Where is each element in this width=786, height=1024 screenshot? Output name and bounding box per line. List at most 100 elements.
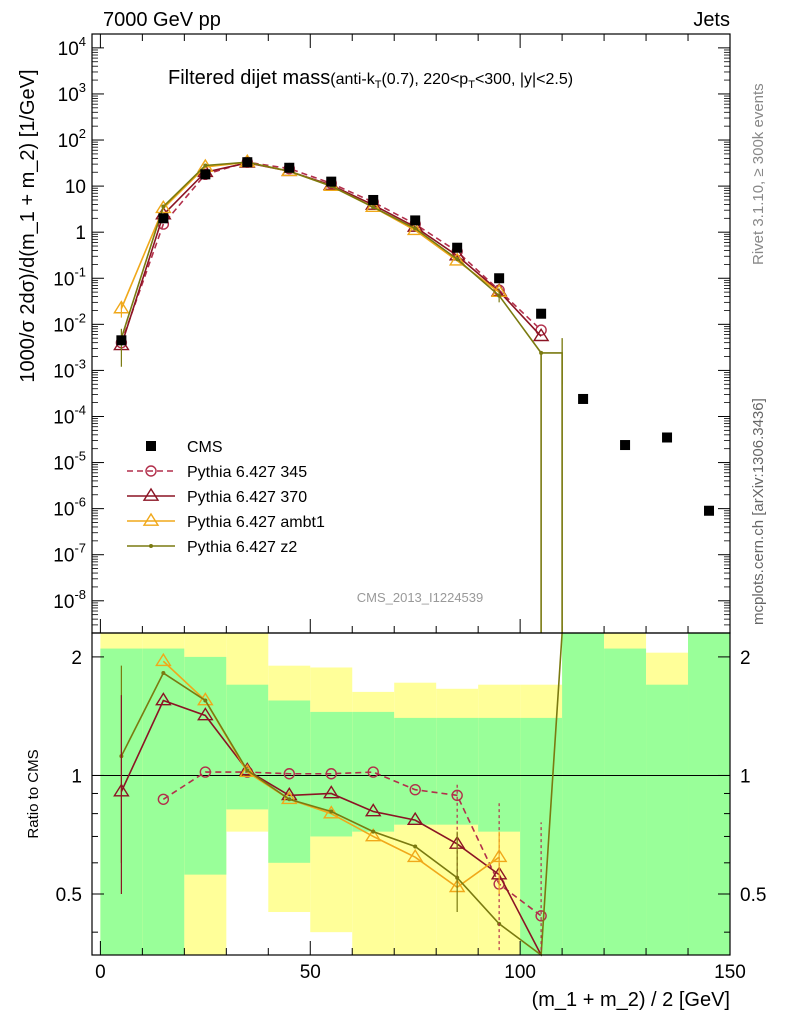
- series-marker: [281, 790, 298, 805]
- cms-data-point: [662, 432, 673, 443]
- series-marker: [371, 829, 376, 834]
- series-marker: [203, 163, 208, 168]
- cms-data-point: [452, 242, 463, 253]
- mcplots-label: mcplots.cern.ch [arXiv:1306.3436]: [750, 398, 767, 625]
- series-marker: [239, 763, 256, 777]
- legend: CMS Pythia 6.427 345 Pythia 6.427 370 Pythi…: [127, 439, 325, 556]
- series-marker: [364, 828, 382, 842]
- series-marker: [448, 252, 466, 266]
- y-tick-exponent: -1: [74, 264, 86, 279]
- series-marker: [322, 805, 340, 819]
- y-tick-exponent: 2: [79, 126, 86, 141]
- y-tick-base: 10: [53, 592, 74, 613]
- series-marker: [199, 766, 212, 778]
- y-tick-label: 10-8: [53, 587, 86, 613]
- series-marker: [161, 671, 166, 676]
- series-3: [119, 160, 563, 957]
- series-marker: [197, 707, 214, 721]
- series-marker: [325, 768, 337, 780]
- cms-data-point: [578, 393, 589, 404]
- series-marker: [535, 910, 547, 922]
- cms-data-point: [326, 176, 337, 187]
- series-marker: [329, 809, 334, 814]
- title-sub-part: T: [375, 79, 382, 91]
- y-tick-label: 10-3: [53, 356, 86, 382]
- ratio-tick-label-right: 0.5: [740, 885, 766, 906]
- x-tick-label: 50: [300, 962, 321, 983]
- cms-data-point: [368, 194, 379, 205]
- uncertainty-bands: [100, 633, 730, 955]
- cms-data-point: [620, 440, 631, 451]
- y-axis-label: 1000/σ 2dσ)/d(m_1 + m_2) [1/GeV]: [17, 69, 39, 382]
- y-tick-label: 10-2: [53, 310, 86, 336]
- process-label: Jets: [693, 9, 730, 31]
- chart-title: Filtered dijet mass(anti-kT(0.7), 220<pT…: [168, 67, 573, 91]
- series-marker: [142, 512, 160, 526]
- series-marker: [413, 844, 418, 849]
- series-marker: [539, 350, 544, 355]
- series-marker: [157, 793, 170, 805]
- series-line-main: [120, 161, 500, 309]
- rivet-label: Rivet 3.1.10, ≥ 300k events: [750, 83, 767, 265]
- y-tick-exponent: -2: [74, 310, 86, 325]
- series-marker: [203, 698, 208, 703]
- title-sub-part: (0.7), 220<p: [381, 71, 468, 88]
- legend-marker-cms: [146, 441, 156, 451]
- series-marker: [155, 652, 172, 667]
- ratio-panel-frame: [91, 632, 731, 956]
- ratio-tick-label: 1: [71, 766, 82, 787]
- cms-data-point: [494, 273, 505, 284]
- title-sub-part: <300, |y|<2.5): [475, 71, 573, 88]
- chart-title-main: Filtered dijet mass: [168, 67, 330, 89]
- x-axis-label: (m_1 + m_2) / 2 [GeV]: [532, 989, 730, 1011]
- series-marker: [406, 811, 424, 826]
- ratio-tick-label: 2: [71, 648, 82, 669]
- y-tick-base: 10: [53, 315, 74, 336]
- cms-data-point: [536, 308, 547, 319]
- legend-label: CMS: [187, 439, 223, 456]
- y-tick-exponent: -3: [74, 356, 86, 371]
- y-tick-exponent: -8: [74, 587, 86, 602]
- y-tick-exponent: -5: [74, 449, 86, 464]
- cms-data-point: [410, 215, 421, 226]
- series-marker: [455, 257, 460, 262]
- x-tick-label: 100: [504, 962, 536, 983]
- analysis-watermark: CMS_2013_I1224539: [357, 590, 484, 605]
- y-tick-exponent: -6: [74, 495, 86, 510]
- y-tick-base: 10: [58, 39, 79, 60]
- series-marker: [245, 768, 250, 773]
- series-marker: [532, 327, 550, 342]
- y-tick-label: 10-6: [53, 495, 86, 521]
- cms-data-point: [242, 157, 253, 168]
- band-green: [352, 711, 395, 832]
- x-tick-label: 0: [95, 962, 106, 983]
- y-tick-exponent: -7: [74, 541, 86, 556]
- series-marker: [155, 692, 172, 706]
- legend-label: Pythia 6.427 370: [187, 489, 307, 506]
- band-green: [604, 648, 647, 955]
- series-marker: [161, 204, 166, 209]
- y-tick-base: 10: [53, 407, 74, 428]
- title-sub-part: T: [468, 79, 475, 91]
- beam-label: 7000 GeV pp: [103, 9, 221, 31]
- series-marker: [149, 544, 153, 548]
- y-tick-label: 10-7: [53, 541, 86, 567]
- y-tick-label: 103: [58, 80, 86, 106]
- y-tick-label: 102: [58, 126, 86, 152]
- ratio-tick-label-right: 2: [740, 648, 751, 669]
- y-tick-exponent: -4: [74, 402, 86, 417]
- band-green: [478, 717, 521, 832]
- ratio-tick-label-right: 1: [740, 766, 751, 787]
- y-tick-base: 10: [58, 85, 79, 106]
- band-green: [436, 717, 479, 825]
- axes: 10-810-710-610-510-410-310-210-111010210…: [53, 33, 766, 983]
- band-green: [562, 633, 605, 955]
- cms-data: [116, 157, 715, 516]
- title-sub-part: (anti-k: [330, 71, 375, 88]
- series-marker: [322, 785, 340, 799]
- y-tick-label: 10-5: [53, 449, 86, 475]
- series-line-ratio: [162, 771, 542, 917]
- band-green: [520, 717, 563, 955]
- legend-label: Pythia 6.427 345: [187, 464, 307, 481]
